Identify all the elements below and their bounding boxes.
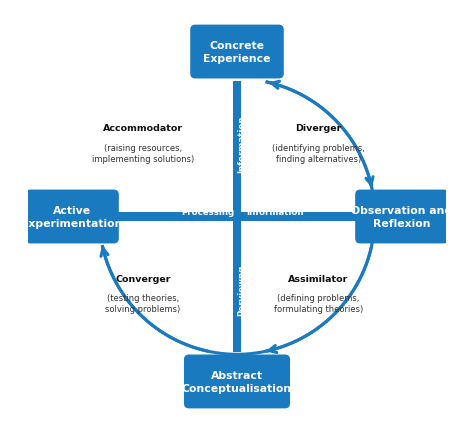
Text: (raising resources,
implementing solutions): (raising resources, implementing solutio…	[92, 144, 194, 164]
Text: Active
Experimentation: Active Experimentation	[21, 206, 123, 228]
Text: (testing theories,
solving problems): (testing theories, solving problems)	[105, 294, 181, 314]
Text: Concrete
Experience: Concrete Experience	[203, 41, 271, 64]
Text: Information: Information	[237, 115, 246, 173]
FancyBboxPatch shape	[25, 190, 119, 244]
Text: Information: Information	[246, 207, 303, 217]
FancyBboxPatch shape	[355, 190, 449, 244]
Text: (defining problems,
formulating theories): (defining problems, formulating theories…	[274, 294, 363, 314]
Text: Converger: Converger	[115, 274, 171, 283]
FancyBboxPatch shape	[184, 355, 290, 408]
Text: Abstract
Conceptualisation: Abstract Conceptualisation	[182, 370, 292, 393]
FancyBboxPatch shape	[101, 213, 373, 221]
FancyBboxPatch shape	[233, 82, 241, 352]
Text: Observation and
Reflexion: Observation and Reflexion	[351, 206, 453, 228]
Text: Processing: Processing	[181, 207, 234, 217]
Text: Diverger: Diverger	[295, 124, 342, 133]
FancyBboxPatch shape	[190, 26, 284, 79]
Text: Assimilator: Assimilator	[288, 274, 348, 283]
Text: (identifying problems,
finding alternatives): (identifying problems, finding alternati…	[272, 144, 365, 164]
Text: Perviewng: Perviewng	[237, 264, 246, 316]
Text: Accommodator: Accommodator	[103, 124, 183, 133]
